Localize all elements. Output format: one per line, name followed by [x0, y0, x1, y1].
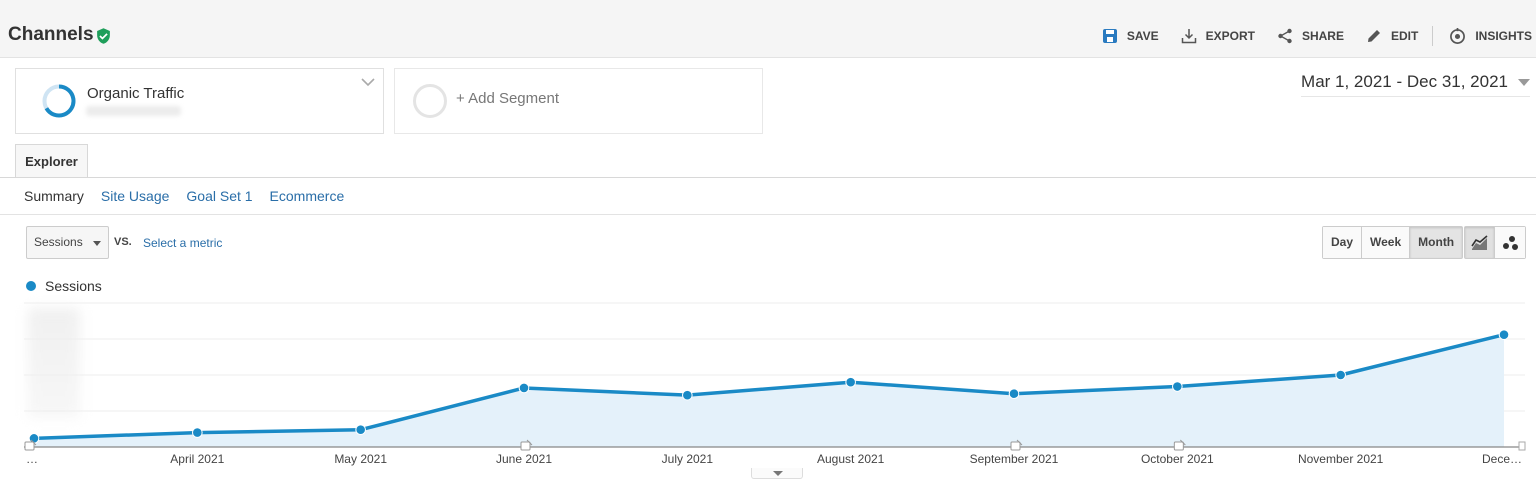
sessions-point-6	[1008, 388, 1020, 400]
report-actions: SAVE EXPORT SHARE EDIT	[1080, 25, 1532, 47]
caret-down-icon	[1518, 78, 1530, 86]
actions-divider	[1432, 26, 1434, 46]
share-button[interactable]: SHARE	[1277, 28, 1344, 44]
subtab-divider	[0, 214, 1536, 215]
edit-button[interactable]: EDIT	[1366, 28, 1418, 44]
period-week-button[interactable]: Week	[1362, 227, 1411, 258]
sessions-point-9	[1498, 329, 1510, 340]
x-tick-label: November 2021	[1298, 452, 1384, 466]
x-tick-label: Dece…	[1482, 452, 1522, 466]
add-segment-label: + Add Segment	[456, 90, 559, 107]
line-chart-icon	[1470, 234, 1488, 250]
annotation-marker-icon[interactable]	[1173, 439, 1186, 451]
period-day-button[interactable]: Day	[1323, 227, 1363, 258]
segment-subtext-redacted	[86, 106, 181, 116]
export-label: EXPORT	[1205, 29, 1255, 43]
y-axis-labels-redacted	[28, 308, 80, 418]
sessions-point-3	[518, 382, 530, 394]
insights-icon	[1450, 27, 1466, 44]
sessions-area	[34, 334, 1504, 447]
annotation-marker-icon[interactable]	[1010, 439, 1023, 451]
report-header: Channels SAVE EXPORT	[0, 0, 1536, 58]
tab-explorer[interactable]: Explorer	[15, 144, 88, 178]
period-month-button[interactable]: Month	[1410, 227, 1463, 258]
x-tick-label: April 2021	[170, 452, 224, 466]
segment-organic-traffic[interactable]: Organic Traffic	[15, 68, 384, 134]
sessions-point-4	[682, 389, 693, 401]
edit-label: EDIT	[1390, 29, 1419, 43]
x-tick-label: …	[26, 452, 38, 466]
edit-icon	[1367, 30, 1380, 42]
x-tick-label: May 2021	[334, 452, 387, 466]
insights-button[interactable]: INSIGHTS	[1449, 27, 1532, 45]
chart-end-marker-icon	[1518, 441, 1526, 451]
tab-divider	[0, 177, 1536, 178]
subtab-ecommerce[interactable]: Ecommerce	[269, 188, 345, 204]
sessions-chart[interactable]: … April 2021 May 2021 June 2021 July 2021 Aug…	[0, 290, 1536, 496]
page-title: Channels	[8, 24, 94, 45]
motion-chart-icon	[1503, 235, 1518, 250]
sessions-point-8	[1335, 369, 1346, 381]
x-tick-label: July 2021	[662, 452, 714, 466]
share-label: SHARE	[1301, 29, 1344, 43]
chart-expand-handle[interactable]	[751, 468, 803, 479]
period-toggle: Day Week Month	[1322, 226, 1464, 259]
add-segment-button[interactable]: + Add Segment	[394, 68, 763, 134]
x-tick-label: October 2021	[1141, 452, 1214, 466]
chart-view-toggle	[1464, 226, 1526, 259]
insights-label: INSIGHTS	[1475, 29, 1532, 43]
sessions-point-7	[1172, 381, 1183, 392]
save-button[interactable]: SAVE	[1102, 28, 1159, 44]
sessions-point-1	[192, 427, 203, 438]
share-icon	[1278, 28, 1292, 44]
subtab-goal-set-1[interactable]: Goal Set 1	[186, 188, 253, 204]
legend-label: Sessions	[45, 278, 102, 294]
annotation-marker-icon[interactable]	[520, 439, 533, 451]
save-icon	[1102, 29, 1117, 43]
select-metric-link[interactable]: Select a metric	[143, 236, 223, 250]
subtab-site-usage[interactable]: Site Usage	[100, 188, 170, 204]
add-segment-ring-icon	[413, 84, 447, 118]
export-icon	[1181, 29, 1196, 44]
segment-label: Organic Traffic	[87, 85, 185, 102]
explorer-subtabs: Summary Site Usage Goal Set 1 Ecommerce	[24, 188, 361, 204]
sessions-line	[33, 332, 1505, 441]
x-tick-label: August 2021	[817, 452, 885, 466]
metric-select-value: Sessions	[34, 235, 83, 249]
verified-shield-icon	[97, 28, 110, 44]
export-button[interactable]: EXPORT	[1181, 28, 1255, 44]
x-tick-label: September 2021	[970, 452, 1059, 466]
sessions-point-2	[355, 424, 366, 436]
x-tick-label: June 2021	[496, 452, 552, 466]
metric-select[interactable]: Sessions	[26, 226, 109, 259]
line-chart-view-button[interactable]	[1465, 227, 1495, 258]
legend-dot	[26, 281, 36, 291]
motion-chart-view-button[interactable]	[1495, 227, 1525, 258]
date-range-picker[interactable]: Mar 1, 2021 - Dec 31, 2021	[1301, 72, 1530, 97]
vs-label: VS.	[114, 236, 132, 248]
segment-ring-icon	[42, 84, 76, 118]
date-range-label: Mar 1, 2021 - Dec 31, 2021	[1301, 72, 1508, 91]
subtab-summary[interactable]: Summary	[24, 188, 84, 204]
save-label: SAVE	[1126, 29, 1159, 43]
chevron-down-icon[interactable]	[361, 78, 375, 87]
chart-legend: Sessions	[26, 278, 102, 294]
sessions-point-5	[845, 376, 856, 388]
caret-down-icon	[93, 241, 101, 246]
annotation-marker-icon[interactable]	[24, 439, 37, 451]
